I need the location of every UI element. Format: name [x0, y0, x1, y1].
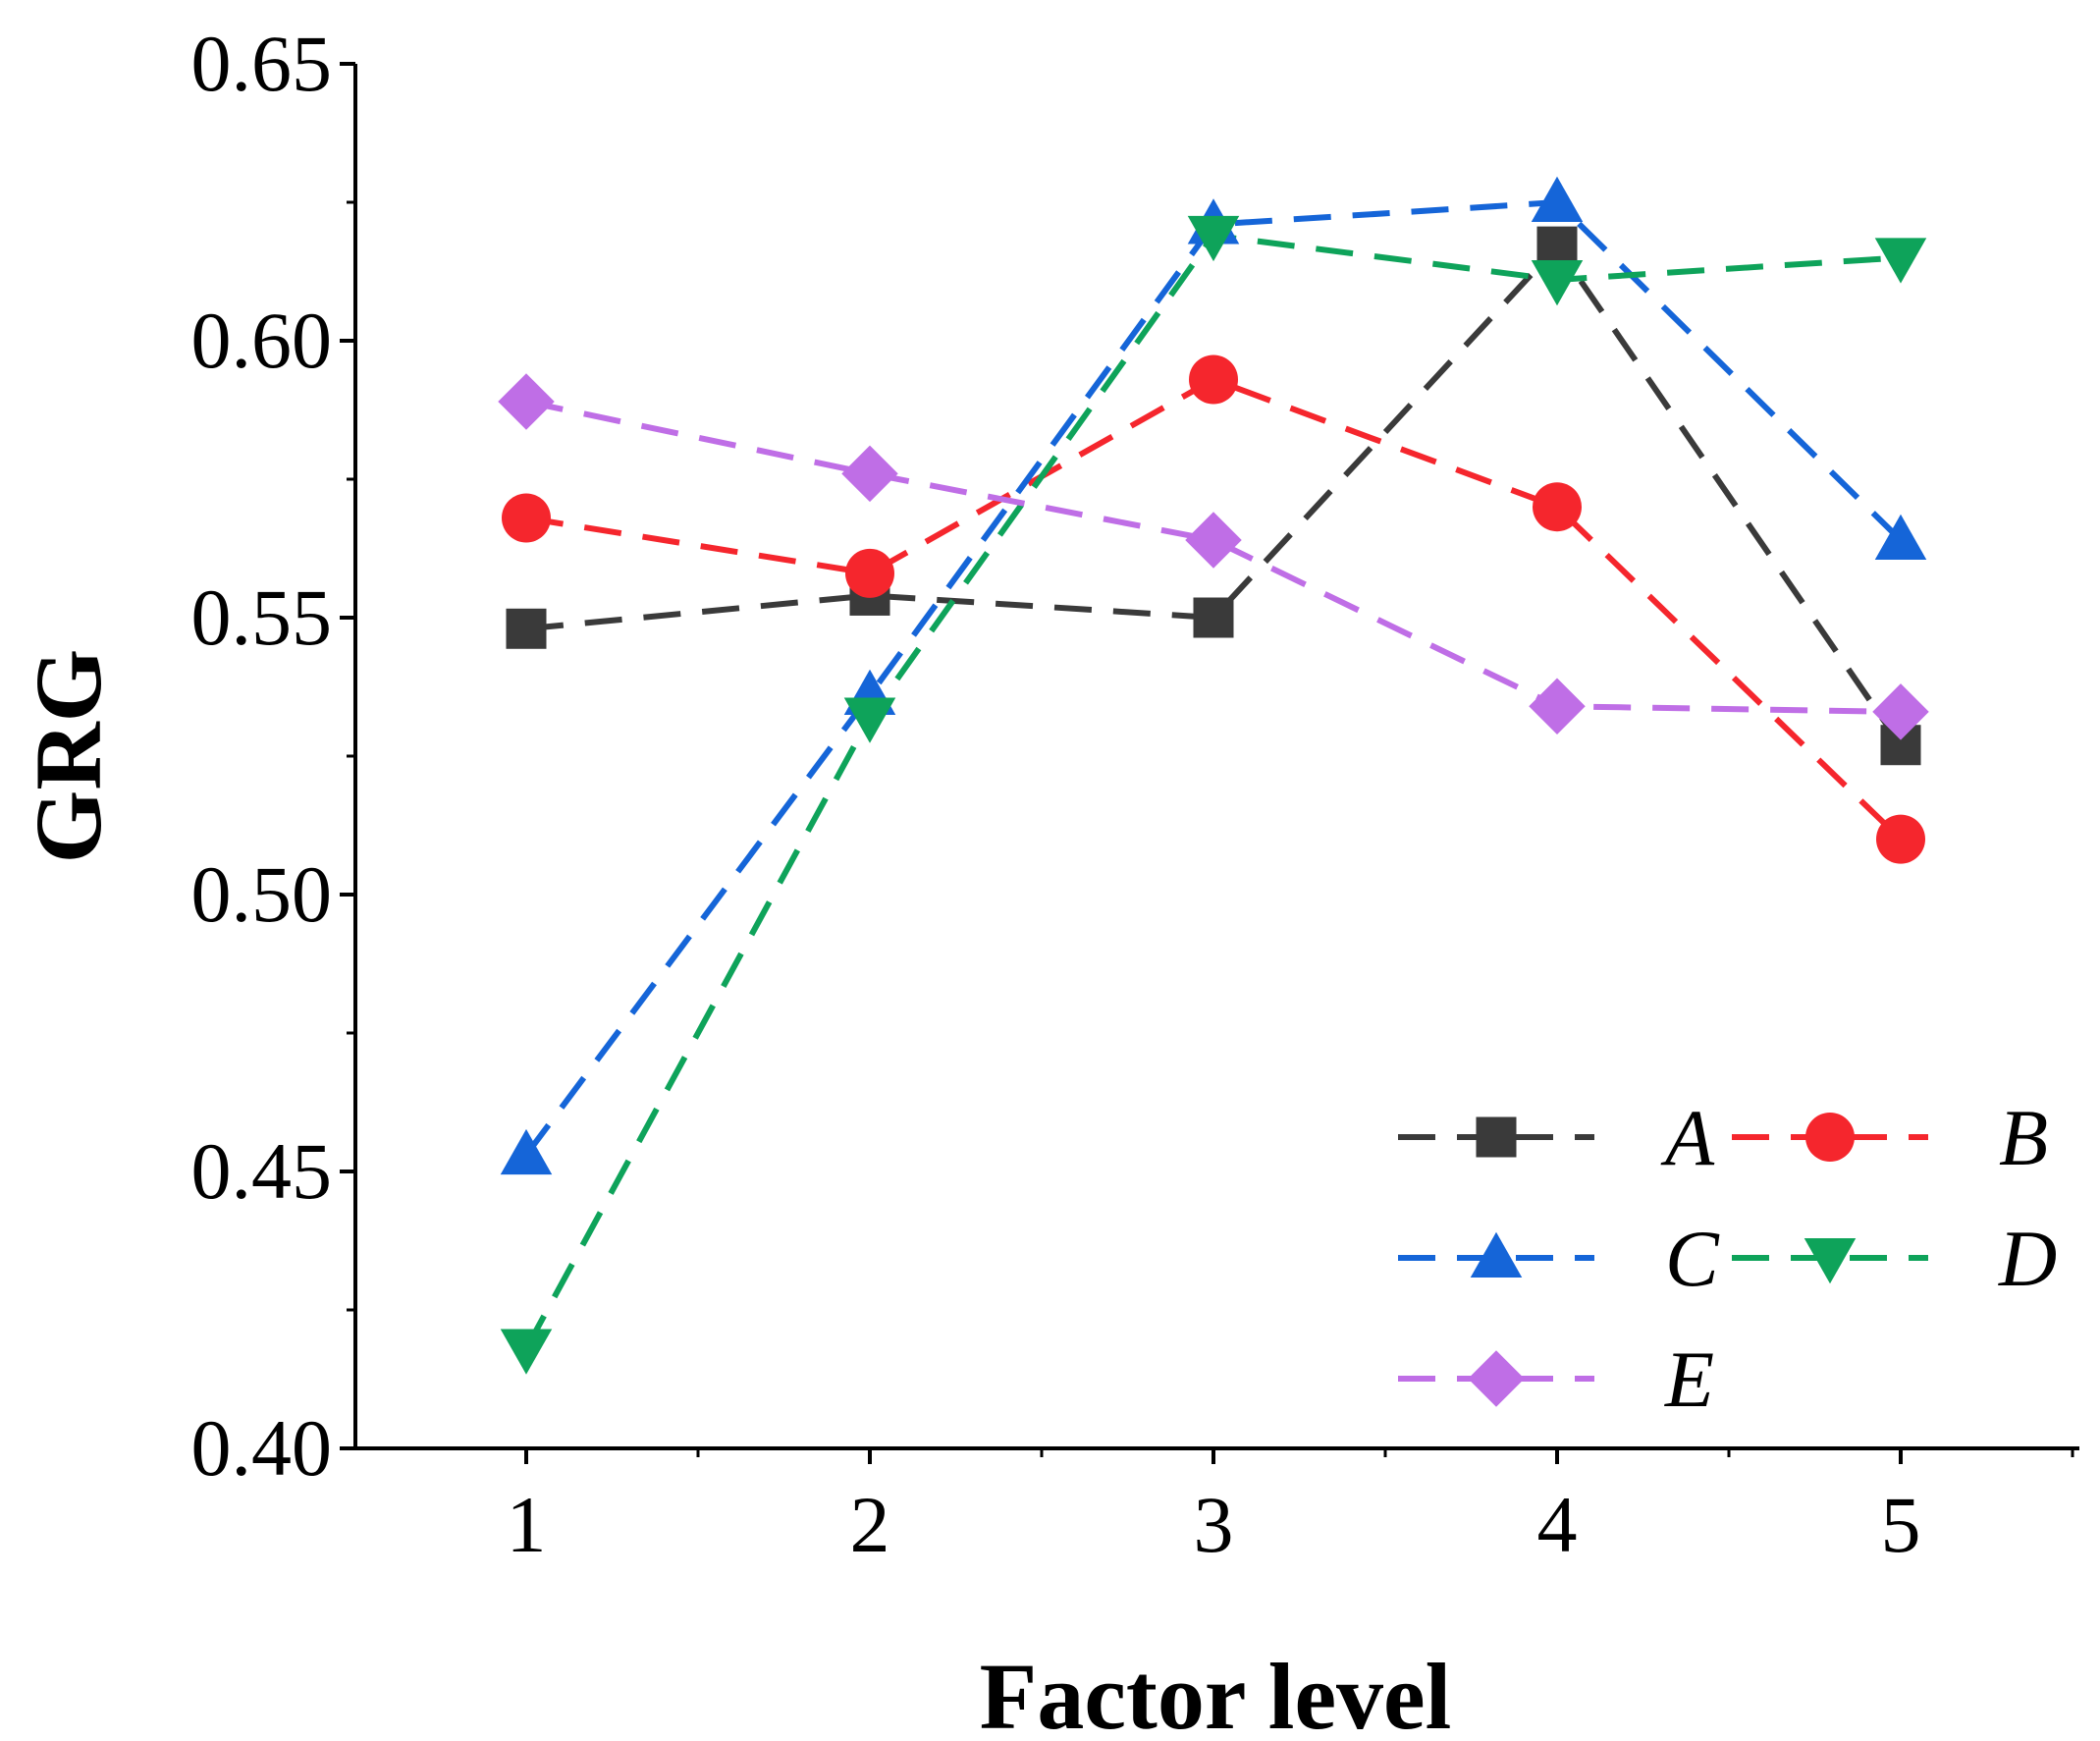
series-d-point [1187, 215, 1240, 262]
series-d-point [500, 1329, 553, 1375]
series-b-point [1876, 814, 1925, 864]
x-tick-label: 2 [850, 1480, 890, 1569]
legend-b-label: B [1999, 1093, 2048, 1182]
legend-b-marker [1805, 1113, 1855, 1162]
y-tick-label: 0.55 [191, 572, 333, 662]
series-d-point [1531, 259, 1584, 306]
y-axis-ticks: 0.40 0.45 0.50 0.55 0.60 0.65 [191, 19, 355, 1493]
legend-a-label: A [1660, 1093, 1715, 1182]
y-tick-label: 0.45 [191, 1126, 333, 1216]
series-a-point [1536, 226, 1578, 267]
series-c-point [1531, 176, 1584, 222]
y-tick-label: 0.65 [191, 19, 333, 108]
x-axis-title: Factor level [980, 1644, 1452, 1741]
series-b-point [1189, 354, 1238, 405]
legend-d-marker [1804, 1238, 1857, 1284]
series-b-point [1533, 482, 1582, 532]
series-a-point [1193, 597, 1234, 638]
x-tick-label: 5 [1881, 1480, 1921, 1569]
series-c-point [1874, 514, 1927, 561]
y-tick-label: 0.40 [191, 1403, 333, 1493]
series-c-point [500, 1128, 553, 1175]
series-e-line [525, 399, 1902, 715]
x-tick-label: 4 [1537, 1480, 1578, 1569]
y-tick-label: 0.50 [191, 849, 333, 939]
series-b-point [845, 548, 894, 598]
series-e-point [1872, 683, 1929, 740]
series-d-point [843, 697, 896, 743]
series-a-point [506, 608, 547, 649]
x-axis-ticks: 1 2 3 4 5 [507, 1448, 2074, 1569]
legend: A B C D E [1398, 1093, 2057, 1424]
series-e-point [498, 373, 555, 430]
legend-e-marker [1468, 1350, 1525, 1407]
series-e-point [841, 445, 898, 503]
legend-c-label: C [1665, 1214, 1720, 1303]
series-d-point [1874, 238, 1927, 284]
y-axis-title: GRG [16, 649, 121, 864]
x-tick-label: 3 [1194, 1480, 1234, 1569]
legend-e-label: E [1664, 1334, 1714, 1424]
series-e-point [1185, 512, 1242, 569]
series-b-point [502, 493, 551, 543]
series-e-point [1529, 678, 1586, 734]
series-markers [498, 176, 1929, 1375]
legend-d-label: D [1998, 1214, 2057, 1303]
y-tick-label: 0.60 [191, 296, 333, 385]
x-tick-label: 1 [507, 1480, 547, 1569]
series-c-line [523, 199, 1904, 1157]
legend-a-marker [1476, 1116, 1517, 1158]
legend-c-marker [1470, 1231, 1523, 1278]
